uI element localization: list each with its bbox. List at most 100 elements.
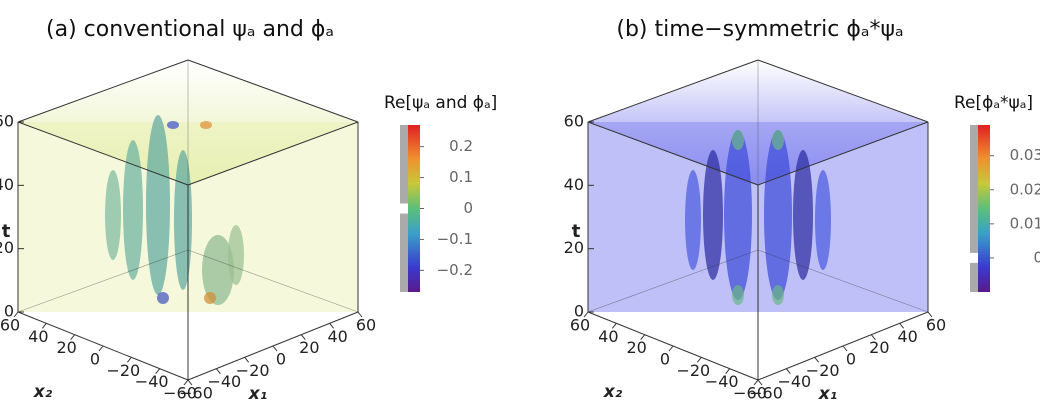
tick-label: −20 <box>806 361 840 380</box>
tick-label: 0 <box>574 302 584 321</box>
tick-label: 0 <box>4 302 14 321</box>
blob <box>764 130 792 300</box>
tick-mark <box>126 357 132 363</box>
tick-mark <box>842 345 848 352</box>
tick-mark <box>640 334 646 340</box>
colorbar-gap <box>400 203 408 214</box>
blob <box>724 130 752 300</box>
tick-label: 0 <box>846 350 856 369</box>
tick-mark <box>899 323 905 329</box>
tick-label: −60 <box>749 384 783 403</box>
blob <box>815 170 831 270</box>
axis-label: x₂ <box>603 382 623 402</box>
blob <box>105 170 121 260</box>
tick-mark <box>696 357 702 363</box>
tick-label: −0.1 <box>437 230 473 248</box>
axis-label: x₁ <box>248 384 267 404</box>
tick-mark <box>98 345 104 352</box>
tick-mark <box>300 334 306 340</box>
tick-label: −40 <box>777 372 811 391</box>
tick-mark <box>757 379 763 386</box>
tick-label: 0 <box>463 199 473 217</box>
tick-label: 20 <box>626 338 646 357</box>
tick-label: −20 <box>106 361 140 380</box>
tick-label: −60 <box>163 384 197 403</box>
tick-label: 0 <box>1033 248 1040 266</box>
tick-mark <box>155 368 161 374</box>
tick-label: 20 <box>299 338 319 357</box>
blob <box>772 130 784 150</box>
colorbar <box>408 125 420 292</box>
tick-label: 40 <box>564 175 584 194</box>
blob <box>174 150 192 290</box>
tick-label: 0.02 <box>1010 180 1040 198</box>
tick-mark <box>668 345 674 352</box>
blob <box>732 285 744 305</box>
tick-mark <box>785 368 791 374</box>
cube-edge <box>187 249 359 313</box>
tick-mark <box>753 379 759 386</box>
axis-label: t <box>572 221 581 242</box>
colorbar-label: Re[ψₐ and ϕₐ] <box>384 93 497 113</box>
cube-edge <box>187 121 359 186</box>
blob <box>202 235 234 305</box>
cube-edge <box>757 249 929 313</box>
tick-mark <box>215 368 221 374</box>
tick-label: 0 <box>90 350 100 369</box>
tick-label: 60 <box>0 112 14 131</box>
tick-label: 0 <box>660 350 670 369</box>
blob <box>146 115 170 295</box>
tick-label: 0.01 <box>1010 214 1040 232</box>
tick-label: 20 <box>0 238 14 257</box>
tick-label: 20 <box>56 338 76 357</box>
colorbar <box>978 125 990 292</box>
volume-blobs <box>105 115 244 305</box>
colorbar-label: Re[ϕₐ*ψₐ] <box>954 93 1033 113</box>
cube-edge <box>587 59 759 123</box>
tick-mark <box>41 323 47 329</box>
tick-label: 40 <box>0 175 14 194</box>
tick-mark <box>870 334 876 340</box>
tick-label: 60 <box>570 316 590 335</box>
tick-label: −20 <box>236 361 270 380</box>
tick-mark <box>13 311 19 318</box>
tick-label: 20 <box>869 338 889 357</box>
blob <box>123 140 143 280</box>
tick-mark <box>183 379 189 386</box>
tick-mark <box>329 323 335 329</box>
tick-label: −0.2 <box>437 261 473 279</box>
tick-label: 60 <box>564 112 584 131</box>
blob <box>157 292 169 304</box>
tick-label: −60 <box>179 384 213 403</box>
tick-mark <box>272 345 278 352</box>
blob <box>793 150 813 280</box>
blob <box>772 285 784 305</box>
tick-label: −20 <box>676 361 710 380</box>
cube-edge <box>187 59 359 123</box>
tick-label: −60 <box>733 384 767 403</box>
panel-title: (a) conventional ψₐ and ϕₐ <box>46 17 334 42</box>
axis-label: t <box>2 221 11 242</box>
tick-mark <box>244 357 250 363</box>
cube-edge <box>17 121 189 186</box>
blob <box>200 121 212 129</box>
tick-label: 0.1 <box>449 168 473 186</box>
cube-edge <box>757 59 929 123</box>
tick-mark <box>583 311 589 318</box>
cube-edge <box>587 249 759 313</box>
tick-label: 60 <box>356 316 376 335</box>
tick-label: 60 <box>926 316 946 335</box>
blob <box>732 130 744 150</box>
tick-label: −40 <box>207 372 241 391</box>
tick-mark <box>814 357 820 363</box>
blob <box>167 121 179 129</box>
axis-label: x₁ <box>818 384 837 404</box>
tick-label: −40 <box>705 372 739 391</box>
cube-edge <box>17 59 189 123</box>
volume-blobs <box>685 130 831 305</box>
blob <box>703 150 723 280</box>
tick-mark <box>357 311 363 318</box>
colorbar-side <box>970 125 978 292</box>
tick-label: 40 <box>327 327 347 346</box>
tick-label: 0 <box>276 350 286 369</box>
